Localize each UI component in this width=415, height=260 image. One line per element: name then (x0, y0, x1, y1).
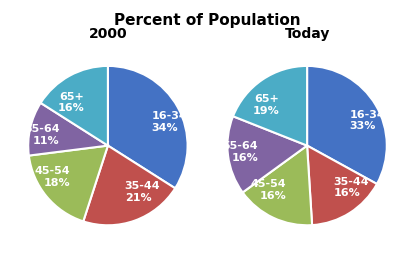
Wedge shape (307, 146, 377, 225)
Text: 35-44
16%: 35-44 16% (334, 177, 369, 198)
Text: 55-64
16%: 55-64 16% (222, 141, 258, 162)
Text: 65+
16%: 65+ 16% (57, 92, 84, 113)
Title: Today: Today (284, 27, 330, 41)
Wedge shape (307, 66, 387, 184)
Wedge shape (29, 146, 108, 221)
Text: Percent of Population: Percent of Population (114, 13, 301, 28)
Wedge shape (41, 66, 108, 146)
Wedge shape (83, 146, 175, 225)
Wedge shape (28, 103, 108, 155)
Text: 45-54
18%: 45-54 18% (34, 166, 70, 188)
Text: 35-44
21%: 35-44 21% (124, 181, 160, 203)
Text: 55-64
11%: 55-64 11% (24, 124, 60, 146)
Text: 45-54
16%: 45-54 16% (250, 179, 286, 201)
Wedge shape (243, 146, 312, 225)
Wedge shape (108, 66, 188, 188)
Title: 2000: 2000 (88, 27, 127, 41)
Wedge shape (233, 66, 307, 146)
Text: 16-34
33%: 16-34 33% (349, 110, 386, 131)
Text: 65+
19%: 65+ 19% (253, 94, 279, 115)
Text: 16-34
34%: 16-34 34% (151, 111, 187, 133)
Wedge shape (227, 116, 307, 192)
